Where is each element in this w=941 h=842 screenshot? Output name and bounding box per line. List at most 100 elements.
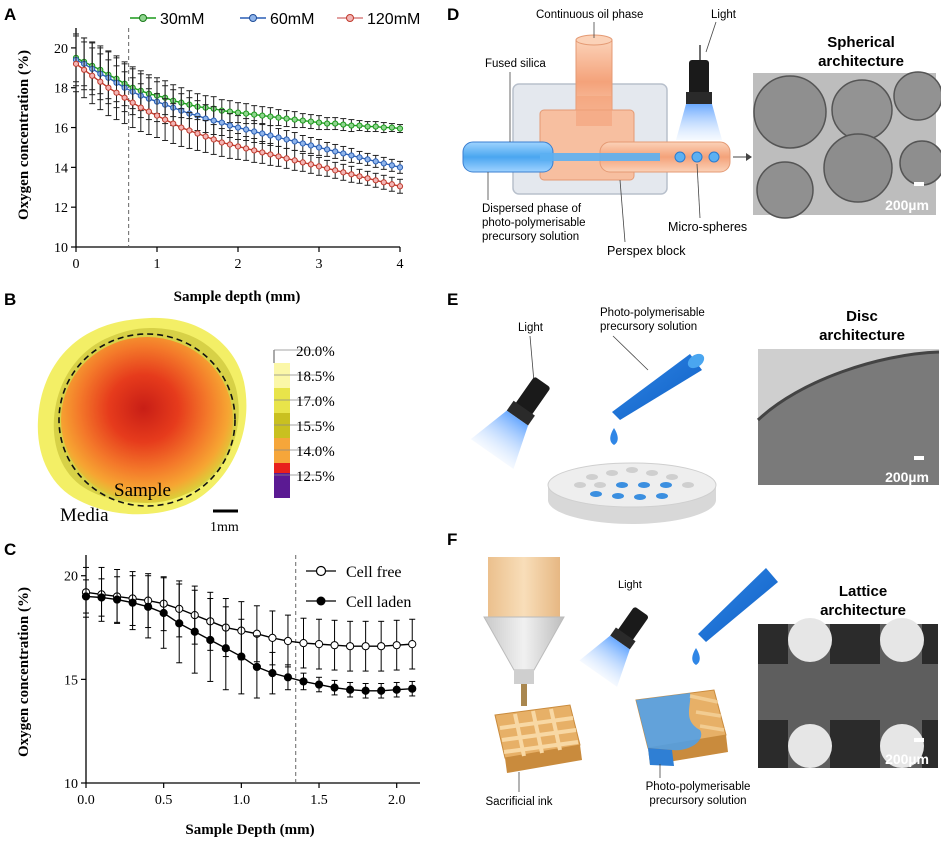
label-light-e: Light <box>518 322 544 334</box>
chart-c-xlabel: Sample Depth (mm) <box>185 822 314 838</box>
data-point <box>396 183 404 190</box>
light-icon <box>470 377 550 469</box>
label-light-f: Light <box>618 579 642 591</box>
data-point <box>299 159 306 166</box>
micro-sphere <box>691 151 703 163</box>
title-disc-1: Disc <box>846 308 878 325</box>
data-point <box>252 662 261 672</box>
disc-plate-icon <box>547 462 717 524</box>
data-point <box>408 640 417 649</box>
panel-b: B Sample Media 1mm 20.0% 18.5% 17.0% 1 <box>4 290 335 535</box>
legend-60mm: 60mM <box>270 11 314 28</box>
data-point <box>243 126 250 133</box>
title-spherical-1: Spherical <box>827 34 895 51</box>
data-point <box>267 113 274 120</box>
title-lattice-1: Lattice <box>839 583 887 600</box>
data-point <box>283 115 290 122</box>
chart-c-ylabel: Oxygen concentration (%) <box>16 587 32 757</box>
data-point <box>113 89 120 96</box>
data-point <box>332 148 339 155</box>
data-point <box>307 118 314 125</box>
panel-letter-b: B <box>4 290 16 309</box>
inlet-tube <box>462 141 554 173</box>
label-precursor-e-2: precursory solution <box>600 321 697 333</box>
data-point <box>408 684 417 693</box>
data-point <box>392 641 401 650</box>
panel-letter-f: F <box>447 530 457 549</box>
data-point <box>330 683 339 692</box>
data-point <box>356 122 363 129</box>
photo-spherical: 200µm <box>753 71 941 219</box>
sample-heatmap <box>61 337 233 503</box>
data-point <box>307 142 314 149</box>
chart-c-legend: Cell free Cell laden <box>306 564 411 611</box>
data-point <box>396 164 404 171</box>
data-point <box>251 128 258 135</box>
ink-lattice-icon <box>494 704 582 773</box>
chart-a-legend: 30mM 60mM 120mM <box>130 11 420 28</box>
photo-lattice: 200µm <box>758 618 938 768</box>
data-point <box>380 179 387 186</box>
data-point <box>226 141 233 148</box>
y-tick-label: 18 <box>54 82 68 97</box>
data-point <box>388 162 395 169</box>
data-point <box>372 158 379 165</box>
legend-cell-free: Cell free <box>346 564 402 581</box>
photo-disc: 200µm <box>756 349 940 485</box>
data-point <box>348 122 355 129</box>
data-point <box>291 157 298 164</box>
data-point <box>314 680 324 689</box>
pipette-icon <box>698 568 778 642</box>
filled-lattice-icon <box>635 689 728 766</box>
data-point <box>283 673 293 682</box>
title-lattice-2: architecture <box>820 602 906 619</box>
light-icon <box>676 45 722 140</box>
x-tick-label: 0.0 <box>77 793 95 808</box>
data-point <box>145 108 152 115</box>
panel-f: F Sacrificial ink Light <box>447 530 938 808</box>
data-point <box>237 652 246 661</box>
data-point <box>372 123 379 130</box>
label-perspex-block: Perspex block <box>607 244 686 258</box>
data-point <box>251 111 258 118</box>
data-point <box>206 635 215 645</box>
label-light-d: Light <box>711 9 737 21</box>
data-point <box>97 78 104 85</box>
label-micro-spheres: Micro-spheres <box>668 220 747 234</box>
data-point <box>392 685 401 694</box>
data-point <box>291 138 298 145</box>
x-tick-label: 1.5 <box>310 793 328 808</box>
data-point <box>89 72 96 79</box>
title-spherical-2: architecture <box>818 53 904 70</box>
data-point <box>315 163 323 170</box>
label-fused-silica: Fused silica <box>485 58 546 70</box>
label-precursor-f-2: precursory solution <box>649 795 746 807</box>
data-point <box>251 147 258 154</box>
data-point <box>221 644 230 653</box>
data-point <box>210 136 217 143</box>
data-point <box>345 685 355 694</box>
data-point <box>210 117 217 124</box>
light-icon <box>579 607 648 687</box>
data-point <box>315 119 323 126</box>
data-point <box>377 686 386 695</box>
label-precursor-e-1: Photo-polymerisable <box>600 307 705 319</box>
data-point <box>315 144 323 151</box>
data-point <box>283 136 290 143</box>
scale-label-14: 14.0% <box>296 444 335 460</box>
x-tick-label: 0 <box>73 257 80 272</box>
pipette-icon <box>612 354 702 420</box>
label-dispersed-1: Dispersed phase of <box>482 203 582 215</box>
panel-c: C 10 15 20 0.0 0.5 1.0 1.5 2.0 Sample Depth (mm… <box>4 540 420 838</box>
data-point <box>291 116 298 123</box>
y-tick-label: 12 <box>54 201 68 216</box>
x-tick-label: 4 <box>397 257 404 272</box>
data-point <box>348 171 355 178</box>
data-point <box>178 124 185 131</box>
data-point <box>396 125 404 132</box>
color-scale: 20.0% 18.5% 17.0% 15.5% 14.0% 12.5% <box>273 344 335 498</box>
data-point <box>97 593 106 602</box>
data-point <box>175 619 184 628</box>
scale-disc: 200µm <box>885 469 929 485</box>
